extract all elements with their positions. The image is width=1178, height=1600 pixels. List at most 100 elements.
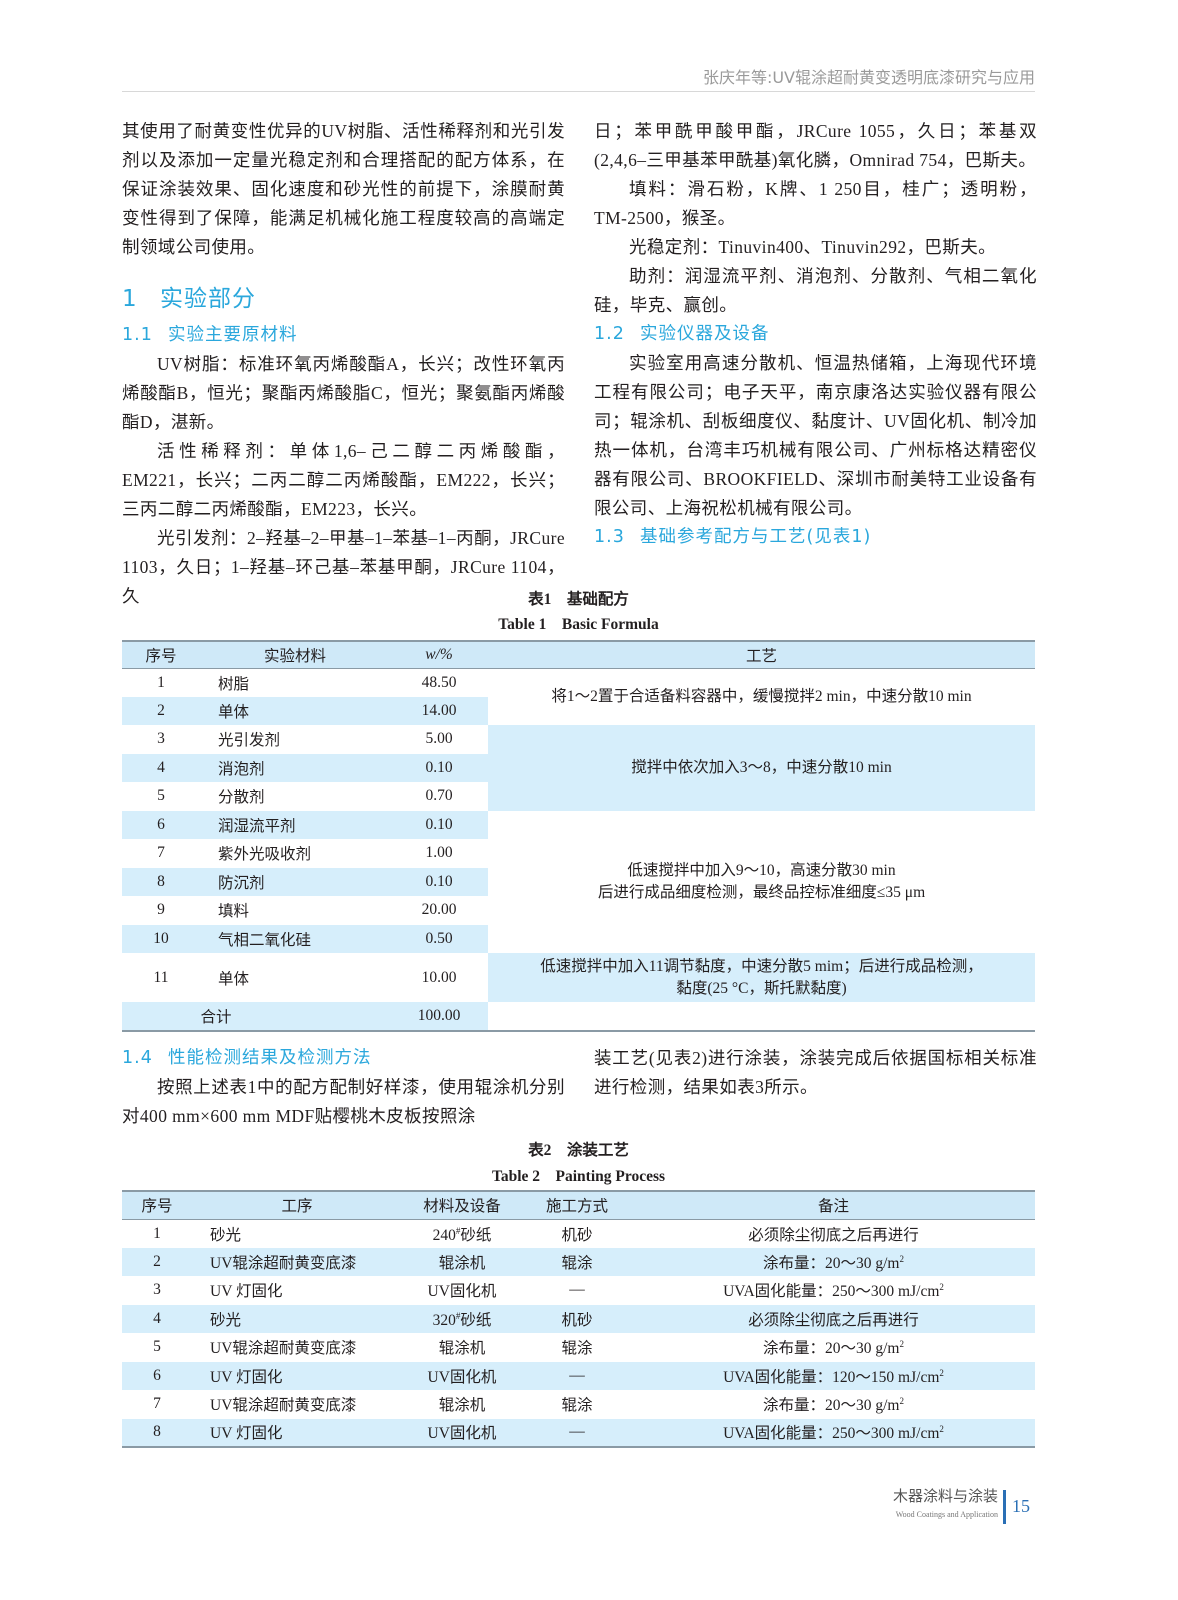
superscript: 2 (939, 1424, 944, 1435)
cell-index: 10 (122, 924, 200, 953)
stabilizer-paragraph: 光稳定剂：Tinuvin400、Tinuvin292，巴斯夫。 (629, 237, 996, 257)
section-1-4-left: 1.4 性能检测结果及检测方法 按照上述表1中的配方配制好样漆，使用辊涂机分别对4… (122, 1044, 565, 1131)
table-row: 3 UV 灯固化 UV固化机 — UVA固化能量：250～300 mJ/cm2 (122, 1276, 1035, 1305)
header-remarks: 备注 (817, 1198, 849, 1216)
cell-method: — (569, 1366, 585, 1384)
page-number: 15 (1012, 1496, 1030, 1516)
filler-paragraph: 填料：滑石粉，K牌、1 250目，桂广；透明粉，TM-2500，猴圣。 (594, 179, 1037, 228)
section-number: 1 (122, 286, 138, 312)
cell-material: 单体 (200, 696, 390, 725)
table-row: 5 UV辊涂超耐黄变底漆 辊涂机 辊涂 涂布量：20～30 g/m2 (122, 1333, 1035, 1362)
section-number: 1.1 (122, 325, 153, 345)
cell-remarks: UVA固化能量：120～150 mJ/cm2 (723, 1367, 944, 1386)
cell-step: UV辊涂超耐黄变底漆 (210, 1254, 357, 1272)
cell-index: 2 (122, 696, 200, 725)
table1-caption-cn: 表1 基础配方 (528, 591, 629, 608)
diluent-paragraph: 活性稀释剂：单体1,6–己二醇二丙烯酸酯，EM221，长兴；二丙二醇二丙烯酸酯，… (122, 441, 565, 519)
cell-material-equipment: 辊涂机 (438, 1397, 486, 1415)
table1-caption-en: Table 1 Basic Formula (498, 616, 659, 633)
cell-index: 6 (122, 810, 200, 839)
cell-total-value: 100.00 (390, 1002, 488, 1031)
test-method-paragraph: 按照上述表1中的配方配制好样漆，使用辊涂机分别对400 mm×600 mm MD… (122, 1077, 565, 1126)
superscript: 2 (899, 1253, 905, 1264)
cell-index: 7 (157, 844, 165, 862)
table-row: 8 防沉剂 0.10 (122, 867, 1035, 896)
cell-index: 3 (153, 1281, 161, 1299)
cell-material-equipment: 240#砂纸 (432, 1225, 492, 1244)
cell-process: 低速搅拌中加入9～10，高速分散30 min 后进行成品细度检测，最终品控标准细… (597, 861, 926, 901)
section-number: 1.4 (122, 1048, 153, 1068)
cell-step: 砂光 (210, 1226, 242, 1244)
table-row: 5 分散剂 0.70 (122, 782, 1035, 811)
cell-process: 低速搅拌中加入11调节黏度，中速分散5 mim；后进行成品检测， 黏度(25 °… (488, 953, 1035, 1002)
cell-material: 单体 (218, 970, 250, 988)
cell-material-equipment: 辊涂机 (438, 1340, 486, 1358)
table-row: 9 填料 20.00 (122, 896, 1035, 925)
superscript: 2 (939, 1367, 944, 1378)
table-row: 4 消泡剂 0.10 (122, 753, 1035, 782)
cell-material: 防沉剂 (200, 867, 390, 896)
journal-name-cn: 木器涂料与涂装 (892, 1487, 998, 1505)
cell-step: 砂光 (210, 1311, 242, 1329)
table-row: 7 紫外光吸收剂 1.00 (122, 839, 1035, 868)
superscript: 2 (899, 1339, 905, 1350)
cell-weight: 14.00 (390, 696, 488, 725)
section-number: 1.3 (594, 527, 625, 547)
section-title: 基础参考配方与工艺(见表1) (640, 527, 872, 547)
header-process: 工艺 (745, 647, 777, 665)
table2-header-row: 序号 工序 材料及设备 施工方式 备注 (122, 1191, 1035, 1219)
running-title: 张庆年等:UV辊涂超耐黄变透明底漆研究与应用 (702, 68, 1035, 87)
table2-caption-en: Table 2 Painting Process (491, 1168, 666, 1185)
header-step: 工序 (281, 1198, 313, 1216)
superscript: # (455, 1225, 461, 1236)
cell-material: 光引发剂 (218, 732, 281, 750)
table-row: 10 气相二氧化硅 0.50 (122, 924, 1035, 953)
cell-remarks: UVA固化能量：250～300 mJ/cm2 (723, 1282, 944, 1301)
header-rule (122, 91, 1035, 92)
table-row: 2 UV辊涂超耐黄变底漆 辊涂机 辊涂 涂布量：20～30 g/m2 (122, 1247, 1035, 1276)
cell-method: 辊涂 (561, 1340, 593, 1358)
additive-paragraph: 助剂：润湿流平剂、消泡剂、分散剂、气相二氧化硅，毕克、赢创。 (594, 266, 1037, 315)
header-index: 序号 (141, 1198, 173, 1216)
table-row: 1 树脂 48.50 将1～2置于合适备料容器中，缓慢搅拌2 min，中速分散10 m… (122, 668, 1035, 705)
cell-weight: 48.50 (421, 673, 457, 691)
table-row: 2 单体 14.00 (122, 696, 1035, 725)
section-1-1-heading: 1.1 实验主要原材料 (122, 321, 565, 350)
table-row: 1 砂光 240#砂纸 机砂 必须除尘彻底之后再进行 (122, 1219, 1035, 1248)
superscript: 2 (899, 1396, 905, 1407)
cell-material: 润湿流平剂 (200, 810, 390, 839)
header-material-equipment: 材料及设备 (423, 1198, 501, 1216)
cell-weight: 10.00 (421, 968, 457, 986)
table-total-row: 合计 100.00 (122, 1002, 1035, 1031)
table-row: 3 光引发剂 5.00 搅拌中依次加入3～8，中速分散10 min (122, 725, 1035, 811)
cell-method: 辊涂 (561, 1254, 593, 1272)
cell-weight: 0.50 (390, 924, 488, 953)
section-1-2-heading: 1.2 实验仪器及设备 (594, 320, 1037, 349)
table-row: 8 UV 灯固化 UV固化机 — UVA固化能量：250～300 mJ/cm2 (122, 1418, 1035, 1447)
cell-index: 4 (122, 753, 200, 782)
cell-weight: 0.10 (390, 753, 488, 782)
initiator-continued-paragraph: 日；苯甲酰甲酸甲酯，JRCure 1055，久日；苯基双(2,4,6–三甲基苯甲… (594, 121, 1037, 170)
cell-weight: 20.00 (421, 901, 457, 919)
table-row: 6 UV 灯固化 UV固化机 — UVA固化能量：120～150 mJ/cm2 (122, 1361, 1035, 1390)
resin-paragraph: UV树脂：标准环氧丙烯酸酯A，长兴；改性环氧丙烯酸酯B，恒光；聚酯丙烯酸脂C，恒… (122, 354, 565, 432)
cell-total-label: 合计 (122, 1002, 390, 1031)
right-column: 日；苯甲酰甲酸甲酯，JRCure 1055，久日；苯基双(2,4,6–三甲基苯甲… (594, 117, 1037, 552)
cell-index: 11 (153, 968, 169, 986)
cell-material: 填料 (218, 903, 250, 921)
table-row: 4 砂光 320#砂纸 机砂 必须除尘彻底之后再进行 (122, 1304, 1035, 1333)
superscript: # (455, 1310, 461, 1321)
section-number: 1.2 (594, 324, 625, 344)
journal-name-en: Wood Coatings and Application (895, 1510, 998, 1519)
cell-weight: 0.10 (390, 867, 488, 896)
section-title: 实验主要原材料 (168, 325, 298, 345)
cell-material: 消泡剂 (200, 753, 390, 782)
table-row: 7 UV辊涂超耐黄变底漆 辊涂机 辊涂 涂布量：20～30 g/m2 (122, 1390, 1035, 1419)
header-method: 施工方式 (545, 1198, 608, 1216)
header-index: 序号 (145, 647, 177, 665)
table2-painting-process: 序号 工序 材料及设备 施工方式 备注 1 砂光 240#砂纸 机砂 必须除尘彻底之后再进行 2 U… (122, 1190, 1035, 1448)
cell-material: 分散剂 (218, 789, 265, 807)
cell-material: 紫外光吸收剂 (218, 846, 312, 864)
cell-index: 2 (153, 1252, 161, 1270)
header-weight-percent: w/% (425, 645, 453, 663)
